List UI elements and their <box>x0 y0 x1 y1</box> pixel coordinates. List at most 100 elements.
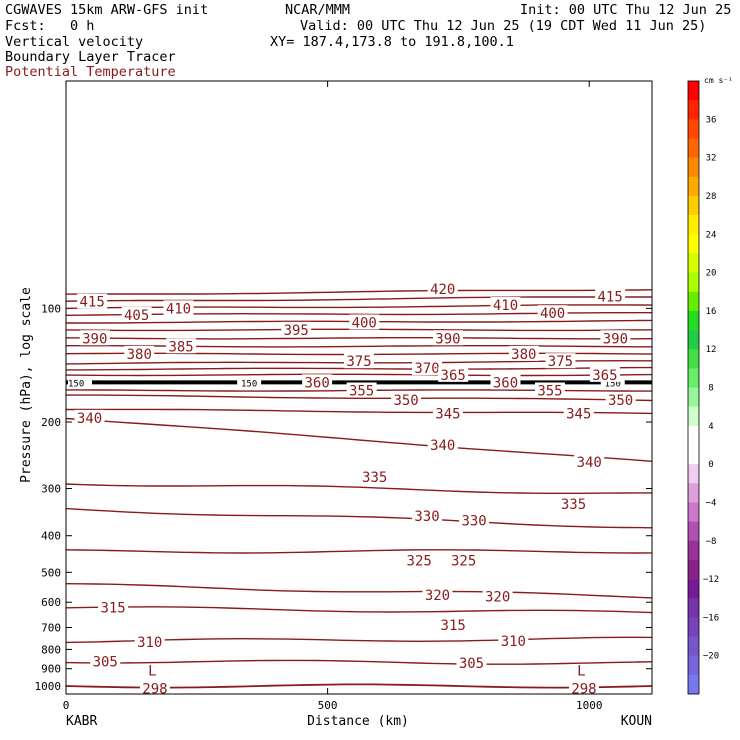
y-tick-label: 700 <box>41 622 61 635</box>
contour-label-background <box>574 453 605 469</box>
contour-label: 325 <box>407 553 432 569</box>
colorbar-swatch <box>688 330 699 350</box>
contour-label: 335 <box>561 497 586 513</box>
colorbar-swatch <box>688 598 699 618</box>
contour-label: 350 <box>393 393 418 409</box>
colorbar-swatch <box>688 579 699 599</box>
colorbar-swatch <box>688 81 699 101</box>
colorbar-swatch <box>688 387 699 407</box>
contour-label: 315 <box>441 618 466 634</box>
contour-label: 310 <box>137 635 162 651</box>
colorbar-label: −20 <box>703 652 719 662</box>
contour-label: 350 <box>608 393 633 409</box>
contour-label-background <box>166 338 197 354</box>
contour-label-background <box>545 353 576 369</box>
isentrope-line <box>66 289 653 295</box>
contour-label: 340 <box>77 411 102 427</box>
model-title: CGWAVES 15km ARW-GFS init <box>5 2 209 18</box>
contour-label: 305 <box>93 654 118 670</box>
contour-label: 325 <box>451 553 476 569</box>
colorbar-swatch <box>688 502 699 522</box>
forecast-hour: Fcst: 0 h <box>5 18 95 34</box>
field-boundary-layer-tracer: Boundary Layer Tracer <box>5 49 176 65</box>
contour-label-background <box>490 297 521 313</box>
contour-label-background <box>344 353 374 369</box>
colorbar-swatch <box>688 617 699 637</box>
contour-label-background <box>482 588 513 604</box>
y-tick-label: 200 <box>41 416 61 429</box>
contour-label-background <box>558 496 589 512</box>
colorbar-label: −4 <box>706 498 717 508</box>
contour-label-background <box>98 599 129 615</box>
tracer-label-background <box>237 376 262 389</box>
colorbar-swatch <box>688 521 699 542</box>
contour-label-background <box>412 508 443 524</box>
isentrope-line <box>65 296 652 302</box>
contour-label: 320 <box>485 590 510 606</box>
x-tick-label: 0 <box>63 699 70 712</box>
colorbar-label: 36 <box>706 115 717 125</box>
contour-label: 305 <box>459 656 484 672</box>
contour-label-background <box>281 321 312 337</box>
colorbar-unit-label: cm s⁻¹ <box>704 76 733 85</box>
contour-label: 340 <box>577 455 602 471</box>
contour-label: 360 <box>493 375 518 391</box>
contour-label-background <box>589 366 620 382</box>
contour-label-background <box>79 330 110 346</box>
colorbar-swatch <box>688 100 699 120</box>
y-tick-label: 800 <box>41 643 61 656</box>
colorbar-swatch <box>688 406 699 427</box>
colorbar-label: 20 <box>706 269 717 279</box>
colorbar-label: −12 <box>703 575 719 585</box>
colorbar-swatch <box>688 674 699 695</box>
contour-label-background <box>349 314 380 330</box>
contour-label: 390 <box>435 331 460 347</box>
colorbar-swatch <box>688 636 699 656</box>
org-label: NCAR/MMM <box>285 2 351 18</box>
contour-label: 415 <box>597 289 622 305</box>
colorbar-swatch <box>688 540 699 561</box>
isentrope-line <box>65 606 653 614</box>
colorbar-swatch <box>688 195 699 216</box>
contour-label-background <box>438 366 469 382</box>
right-station-label: KOUN <box>621 714 652 729</box>
colorbar-label: 4 <box>708 422 713 432</box>
contour-label: 375 <box>548 354 573 370</box>
isentrope-line <box>65 337 653 340</box>
colorbar-swatch <box>688 483 699 503</box>
contour-label: 298 <box>142 681 167 697</box>
contour-label-background <box>459 512 490 528</box>
y-tick-label: 500 <box>41 566 61 579</box>
contour-label-background <box>121 306 152 322</box>
contour-label-background <box>302 374 333 390</box>
contour-label: 420 <box>430 282 455 298</box>
contour-label-background <box>346 382 377 398</box>
colorbar-swatch <box>688 215 699 235</box>
contour-label: 385 <box>168 339 193 355</box>
contour-label: 370 <box>414 361 439 377</box>
contour-label: 380 <box>511 347 536 363</box>
y-tick-label: 600 <box>41 596 61 609</box>
colorbar-swatch <box>688 253 699 273</box>
contour-label-background <box>498 632 529 648</box>
isentrope-line <box>65 549 653 554</box>
contour-label: 355 <box>537 383 562 399</box>
contour-label-background <box>563 405 594 421</box>
contour-label-background <box>124 345 155 361</box>
contour-label-background <box>412 360 443 376</box>
contour-label-background <box>404 552 435 568</box>
plot-frame <box>65 80 653 695</box>
contour-label: 410 <box>493 298 518 314</box>
contour-label-background <box>432 330 463 346</box>
contour-label: 390 <box>603 331 628 347</box>
contour-label-background <box>537 305 568 321</box>
contour-label-background <box>359 469 390 485</box>
contour-label-background <box>448 552 479 568</box>
colorbar-swatch <box>688 234 699 254</box>
contour-label: 390 <box>82 331 107 347</box>
colorbar-label: 16 <box>706 307 717 317</box>
colorbar-label: 12 <box>706 345 717 355</box>
x-tick-label: 500 <box>318 699 338 712</box>
tracer-label: 150 <box>605 379 621 389</box>
isentrope-line <box>66 408 653 415</box>
